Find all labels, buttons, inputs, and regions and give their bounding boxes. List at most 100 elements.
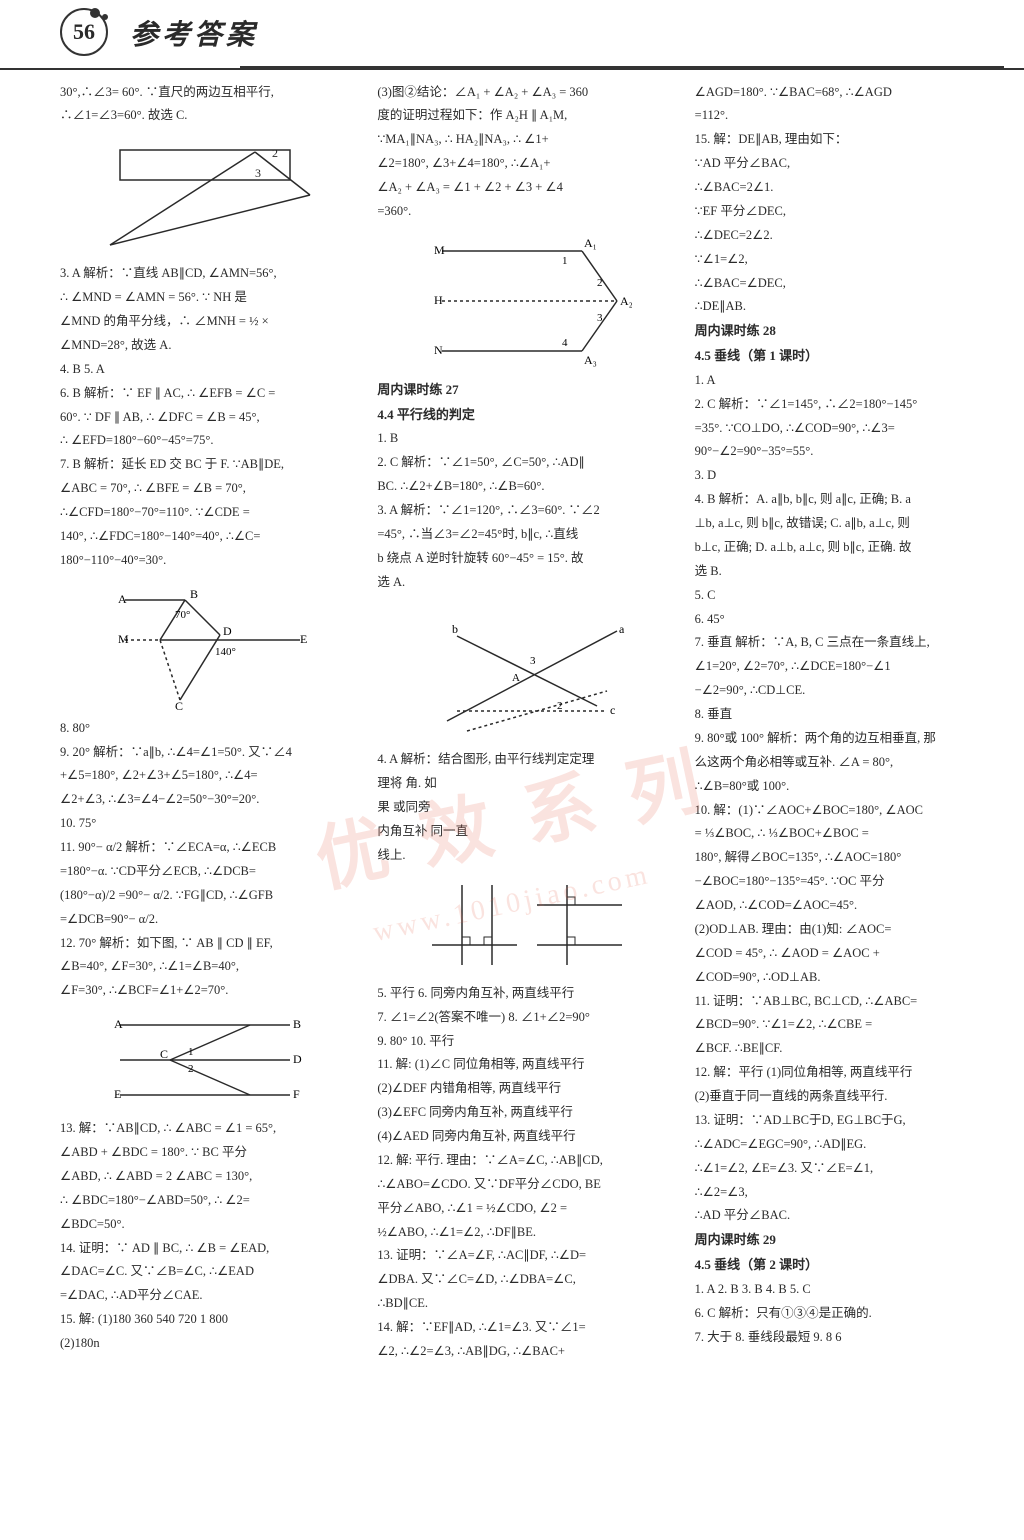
text-line: 12. 70° 解析：如下图, ∵ AB ∥ CD ∥ EF, <box>60 933 359 955</box>
text-line: ∴∠ABO=∠CDO. 又∵DF平分∠CDO, BE <box>377 1174 676 1196</box>
text-line: ∠MND 的角平分线，∴ ∠MNH = ½ × <box>60 311 359 333</box>
text-line: 13. 证明：∵AD⊥BC于D, EG⊥BC于G, <box>695 1110 994 1132</box>
text-line: (180°−α)/2 =90°− α/2. ∵FG∥CD, ∴∠GFB <box>60 885 359 907</box>
text-line: 选 A. <box>377 572 676 594</box>
text-line: ∴∠B=80°或 100°. <box>695 776 994 798</box>
svg-text:M: M <box>118 632 129 646</box>
page-number: 56 <box>73 13 95 50</box>
svg-text:B: B <box>293 1017 301 1031</box>
text-line: ∴BD∥CE. <box>377 1293 676 1315</box>
page-header: 56 参考答案 <box>0 0 1024 70</box>
text-line: ∠DBA. 又∵∠C=∠D, ∴∠DBA=∠C, <box>377 1269 676 1291</box>
column-3: ∠AGD=180°. ∵∠BAC=68°, ∴∠AGD =112°. 15. 解… <box>695 80 994 1365</box>
text-line: ∠BCF. ∴BE∥CF. <box>695 1038 994 1060</box>
text-line: 8. 80° <box>60 718 359 740</box>
text-line: 11. 90°− α/2 解析：∵∠ECA=α, ∴∠ECB <box>60 837 359 859</box>
diagram-perp-pair <box>422 875 632 975</box>
content-columns: 30°,∴∠3= 60°. ∵直尺的两边互相平行, ∴∠1=∠3=60°. 故选… <box>0 70 1024 1385</box>
text-line: 果 或同旁 <box>377 797 676 819</box>
text-line: ∠ABD + ∠BDC = 180°. ∵ BC 平分 <box>60 1142 359 1164</box>
text-line: ∴AD 平分∠BAC. <box>695 1205 994 1227</box>
text-line: ∠2=180°, ∠3+∠4=180°, ∴∠A₁+ <box>377 153 676 175</box>
text-line: (2)∠DEF 内错角相等, 两直线平行 <box>377 1078 676 1100</box>
text-line: ∴∠1=∠3=60°. 故选 C. <box>60 105 359 127</box>
text-line: ∠2+∠3, ∴∠3=∠4−∠2=50°−30°=20°. <box>60 789 359 811</box>
text-line: 理将 角. 如 <box>377 773 676 795</box>
text-line: 线上. <box>377 845 676 867</box>
text-line: 180°, 解得∠BOC=135°, ∴∠AOC=180° <box>695 847 994 869</box>
text-line: 1. A <box>695 370 994 392</box>
text-line: 度的证明过程如下：作 A₂H ∥ A₁M, <box>377 105 676 127</box>
text-line: ∴∠DEC=2∠2. <box>695 225 994 247</box>
text-line: 4. B 5. A <box>60 359 359 381</box>
text-line: =∠DCB=90°− α/2. <box>60 909 359 931</box>
text-line: ∴DE∥AB. <box>695 296 994 318</box>
text-line: (2)180n <box>60 1333 359 1355</box>
text-line: ∴∠BAC=2∠1. <box>695 177 994 199</box>
text-line: ∴∠ADC=∠EGC=90°, ∴AD∥EG. <box>695 1134 994 1156</box>
svg-text:70°: 70° <box>175 609 190 621</box>
text-line: =35°. ∵CO⊥DO, ∴∠COD=90°, ∴∠3= <box>695 418 994 440</box>
svg-text:140°: 140° <box>215 646 236 658</box>
svg-text:A: A <box>118 592 127 606</box>
svg-text:E: E <box>114 1087 121 1101</box>
svg-text:2: 2 <box>597 277 603 289</box>
diagram-parallel-mn: M A₁ H A₂ N A₃ 1 2 3 4 <box>422 231 632 371</box>
svg-text:A: A <box>512 672 520 684</box>
section-title: 周内课时练 29 <box>695 1229 994 1252</box>
svg-text:3: 3 <box>530 655 536 667</box>
svg-text:B: B <box>190 587 198 601</box>
text-line: 7. ∠1=∠2(答案不唯一) 8. ∠1+∠2=90° <box>377 1007 676 1029</box>
text-line: 7. 大于 8. 垂线段最短 9. 8 6 <box>695 1327 994 1349</box>
text-line: (4)∠AED 同旁内角互补, 两直线平行 <box>377 1126 676 1148</box>
text-line: 15. 解：DE∥AB, 理由如下： <box>695 129 994 151</box>
text-line: 90°−∠2=90°−35°=55°. <box>695 441 994 463</box>
section-title: 周内课时练 27 <box>377 379 676 402</box>
diagram-angle-q7: A B C D E M 70° 140° <box>110 580 310 710</box>
text-line: ∠BCD=90°. ∵∠1=∠2, ∴∠CBE = <box>695 1014 994 1036</box>
text-line: ∴ ∠EFD=180°−60°−45°=75°. <box>60 430 359 452</box>
column-2: (3)图②结论：∠A₁ + ∠A₂ + ∠A₃ = 360 度的证明过程如下：作… <box>377 80 676 1365</box>
svg-text:A₂: A₂ <box>620 294 632 308</box>
svg-text:2: 2 <box>188 1063 194 1075</box>
text-line: 9. 80° 10. 平行 <box>377 1031 676 1053</box>
svg-text:F: F <box>293 1087 300 1101</box>
svg-text:b: b <box>452 622 458 636</box>
svg-text:D: D <box>293 1052 302 1066</box>
text-line: ∴∠2=∠3, <box>695 1182 994 1204</box>
text-line: ∠COD=90°, ∴OD⊥AB. <box>695 967 994 989</box>
svg-text:a: a <box>619 622 625 636</box>
text-line: 180°−110°−40°=30°. <box>60 550 359 572</box>
svg-text:C: C <box>160 1047 168 1061</box>
text-line: 7. B 解析：延长 ED 交 BC 于 F. ∵AB∥DE, <box>60 454 359 476</box>
text-line: ∠ABD, ∴ ∠ABD = 2 ∠ABC = 130°, <box>60 1166 359 1188</box>
text-line: ∵∠1=∠2, <box>695 249 994 271</box>
text-line: 3. A 解析：∵直线 AB∥CD, ∠AMN=56°, <box>60 263 359 285</box>
diagram-ruler-triangle: 2 3 <box>100 135 320 255</box>
svg-text:A₁: A₁ <box>584 236 597 250</box>
text-line: 2. C 解析：∵∠1=145°, ∴∠2=180°−145° <box>695 394 994 416</box>
text-line: =112°. <box>695 105 994 127</box>
text-line: ⊥b, a⊥c, 则 b∥c, 故错误; C. a∥b, a⊥c, 则 <box>695 513 994 535</box>
text-line: 14. 解：∵EF∥AD, ∴∠1=∠3. 又∵∠1= <box>377 1317 676 1339</box>
text-line: =180°−α. ∵CD平分∠ECB, ∴∠DCB= <box>60 861 359 883</box>
text-line: ∠COD = 45°, ∴ ∠AOD = ∠AOC + <box>695 943 994 965</box>
svg-text:c: c <box>610 703 615 717</box>
text-line: ∠DAC=∠C. 又∵∠B=∠C, ∴∠EAD <box>60 1261 359 1283</box>
text-line: 6. B 解析：∵ EF ∥ AC, ∴ ∠EFB = ∠C = <box>60 383 359 405</box>
text-line: 平分∠ABO, ∴∠1 = ½∠CDO, ∠2 = <box>377 1198 676 1220</box>
text-line: 4. A 解析：结合图形, 由平行线判定定理 <box>377 749 676 771</box>
text-line: 8. 垂直 <box>695 704 994 726</box>
text-line: ∠B=40°, ∠F=30°, ∴∠1=∠B=40°, <box>60 956 359 978</box>
text-line: 12. 解：平行 (1)同位角相等, 两直线平行 <box>695 1062 994 1084</box>
text-line: 1. B <box>377 428 676 450</box>
svg-text:3: 3 <box>597 312 603 324</box>
text-line: 11. 证明：∵AB⊥BC, BC⊥CD, ∴∠ABC= <box>695 991 994 1013</box>
svg-text:M: M <box>434 243 445 257</box>
diagram-zigzag-q12: A B C D E F 1 2 <box>110 1010 310 1110</box>
svg-text:E: E <box>300 632 307 646</box>
section-subtitle: 4.5 垂线（第 1 课时） <box>695 345 994 368</box>
text-line: b⊥c, 正确; D. a⊥b, a⊥c, 则 b∥c, 正确. 故 <box>695 537 994 559</box>
svg-text:2: 2 <box>557 700 563 712</box>
page-number-circle: 56 <box>60 8 108 56</box>
